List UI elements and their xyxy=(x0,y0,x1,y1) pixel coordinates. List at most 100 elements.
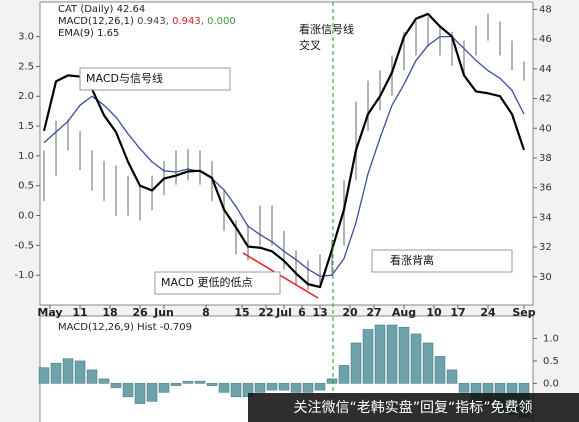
hist-bar xyxy=(314,383,326,391)
hist-bar xyxy=(398,326,410,384)
hist-bar xyxy=(410,333,422,384)
y2-tick-label: 34 xyxy=(539,212,552,223)
hist-bar xyxy=(50,362,62,384)
x-tick-label: 26 xyxy=(132,306,148,319)
legend-value: 1.65 xyxy=(97,28,119,39)
hist-bar xyxy=(434,356,446,384)
series-line xyxy=(42,12,526,289)
hist-bar xyxy=(74,360,86,384)
y-tick-label: 0.0 xyxy=(18,211,34,222)
hist-bar xyxy=(206,383,218,386)
legend-name: CAT (Daily) xyxy=(58,4,114,15)
x-tick-label: Jun xyxy=(153,306,174,319)
x-tick-label: Sep xyxy=(512,306,535,319)
note: 看涨信号线 xyxy=(299,22,354,36)
x-tick-label: 20 xyxy=(342,306,358,319)
legend-entry: MACD(12,26,9) Hist -0.709 xyxy=(58,322,192,333)
x-tick-label: May xyxy=(37,306,62,319)
legend-name: EMA(9) xyxy=(58,28,94,39)
y2-tick-label: 30 xyxy=(539,272,552,283)
hist-bar xyxy=(254,383,266,393)
y-tick-label: 0.5 xyxy=(18,181,34,192)
y2-tick-label: 36 xyxy=(539,183,552,194)
hist-bar xyxy=(194,380,206,384)
hist-bar xyxy=(38,367,50,384)
x-tick-label: 15 xyxy=(234,306,249,319)
hist-bar xyxy=(110,383,122,389)
note: 交叉 xyxy=(299,38,321,52)
y2-tick-label: 42 xyxy=(539,94,552,105)
marks xyxy=(38,12,530,418)
hist-bar xyxy=(62,358,74,384)
x-tick-label: 6 xyxy=(298,306,306,319)
legend-value: -0.709 xyxy=(160,322,192,333)
watermark-banner xyxy=(248,393,579,422)
legend: CAT (Daily) 42.64 MACD(12,26,1) 0.943, 0… xyxy=(58,4,236,333)
y-tick-label: 2.5 xyxy=(18,61,34,72)
x-tick-label: 11 xyxy=(72,306,87,319)
x-tick-label: 13 xyxy=(312,306,327,319)
hist-bar xyxy=(218,383,230,393)
series-line xyxy=(43,35,525,278)
y2-tick-label: 48 xyxy=(539,4,552,15)
note: MACD与信号线 xyxy=(86,71,163,85)
hist-bar xyxy=(446,369,458,384)
y2-tick-label: 44 xyxy=(539,64,552,75)
hist-bar xyxy=(458,383,470,393)
hist-bar xyxy=(350,342,362,384)
hist-bar xyxy=(122,383,134,398)
x-tick-label: Jul xyxy=(275,306,292,319)
hist-bar xyxy=(386,324,398,384)
hist-bar xyxy=(278,383,290,391)
y-tick-label: 1.0 xyxy=(18,151,34,162)
x-tick-label: 18 xyxy=(102,306,117,319)
hist-bar xyxy=(98,378,110,384)
legend-name: MACD(12,26,1) xyxy=(58,16,134,27)
y-tick-label: 1.5 xyxy=(18,121,34,132)
x-tick-label: 27 xyxy=(366,306,381,319)
legend-entry: MACD(12,26,1) 0.943, 0.943, 0.000 xyxy=(58,16,236,27)
legend-value: 0.943, xyxy=(137,16,169,27)
legend-value: 0.000 xyxy=(207,16,236,27)
hist-bar xyxy=(266,383,278,391)
y-tick-label: 2.0 xyxy=(18,91,34,102)
legend-entry: CAT (Daily) 42.64 xyxy=(58,4,145,15)
x-tick-label: 24 xyxy=(480,306,496,319)
y-tick-label: 0.5 xyxy=(543,356,559,367)
x-tick-label: Aug xyxy=(392,306,416,319)
hist-bar xyxy=(182,380,194,384)
hist-bar xyxy=(338,365,350,384)
x-tick-label: 17 xyxy=(450,306,465,319)
x-tick-label: 8 xyxy=(202,306,210,319)
y2-tick-label: 32 xyxy=(539,242,552,253)
y-tick-label: 0.0 xyxy=(543,378,559,389)
hist-bar xyxy=(134,383,146,404)
legend-value: 0.943, xyxy=(172,16,204,27)
hist-bar xyxy=(86,369,98,384)
hist-bar xyxy=(374,324,386,384)
x-tick-label: 10 xyxy=(426,306,442,319)
note-box xyxy=(79,67,231,91)
hist-bar xyxy=(146,383,158,402)
hist-bar xyxy=(422,342,434,384)
y-tick-label: 1.0 xyxy=(543,333,559,344)
y-tick-label: 3.0 xyxy=(18,32,34,43)
hist-bar xyxy=(362,329,374,384)
hist-bar xyxy=(170,383,182,386)
note: 看涨背离 xyxy=(390,253,434,267)
hist-bar xyxy=(326,378,338,384)
note: MACD 更低的低点 xyxy=(161,275,252,289)
y2-tick-label: 46 xyxy=(539,34,552,45)
hist-bar xyxy=(230,383,242,398)
x-tick-label: 22 xyxy=(258,306,273,319)
hist-bar xyxy=(290,383,302,393)
y2-tick-label: 40 xyxy=(539,123,552,134)
legend-value: 42.64 xyxy=(117,4,146,15)
hist-bar xyxy=(302,383,314,393)
legend-name: MACD(12,26,9) Hist xyxy=(58,322,157,333)
y-tick-label: -0.5 xyxy=(14,240,34,251)
hist-bar xyxy=(158,383,170,393)
note-box xyxy=(154,271,281,295)
y-tick-label: -1.0 xyxy=(14,270,34,281)
